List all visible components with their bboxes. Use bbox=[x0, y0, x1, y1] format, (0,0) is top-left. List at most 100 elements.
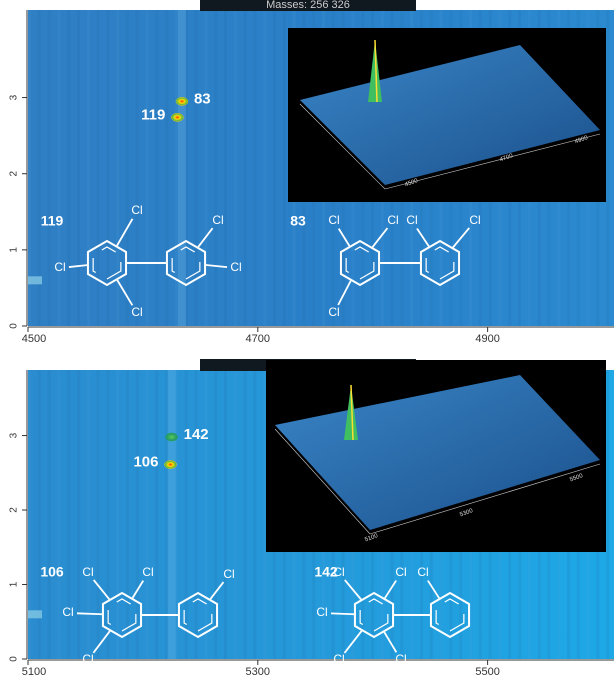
noise-stripe bbox=[47, 370, 51, 659]
noise-stripe bbox=[214, 10, 218, 326]
noise-stripe bbox=[263, 370, 267, 659]
inset-tick-label: 5100 bbox=[364, 533, 379, 543]
title-bar bbox=[200, 0, 416, 11]
ring-inner bbox=[171, 246, 201, 280]
noise-stripe bbox=[145, 10, 149, 326]
substituent-label: Cl bbox=[406, 213, 417, 227]
noise-stripe bbox=[37, 10, 41, 326]
y-tick-label: 1 bbox=[9, 581, 20, 587]
congener-label: 119 bbox=[41, 213, 64, 229]
substituent-bond bbox=[384, 580, 397, 599]
noise-stripe bbox=[155, 370, 159, 659]
substituent-bond bbox=[197, 227, 214, 248]
inset-tick-label: 5500 bbox=[569, 473, 584, 483]
inset-surface bbox=[300, 45, 600, 185]
substituent-bond bbox=[371, 227, 389, 248]
noise-stripe bbox=[106, 370, 110, 659]
noise-stripe bbox=[233, 370, 237, 659]
substituent-label: Cl bbox=[387, 213, 398, 227]
substituent-bond bbox=[337, 280, 352, 306]
noise-stripe bbox=[184, 10, 188, 326]
substituent-label: Cl bbox=[328, 305, 339, 319]
x-tick-label: 5500 bbox=[475, 666, 499, 678]
noise-stripe bbox=[77, 10, 80, 326]
noise-stripe bbox=[606, 370, 610, 659]
noise-stripe bbox=[86, 370, 90, 659]
noise-stripe bbox=[116, 10, 120, 326]
y-tick-label: 2 bbox=[9, 507, 20, 513]
y-tick-label: 3 bbox=[9, 94, 20, 100]
substituent-bond bbox=[68, 264, 88, 268]
ring-inner bbox=[107, 598, 137, 632]
peak-label: 119 bbox=[141, 106, 165, 123]
benzene-ring bbox=[165, 239, 207, 287]
substituent-bond bbox=[427, 580, 440, 599]
inset-axis bbox=[369, 463, 601, 535]
noise-stripe bbox=[263, 10, 267, 326]
congener-label: 106 bbox=[40, 564, 64, 580]
substituent-label: Cl bbox=[328, 213, 339, 227]
inset-surface bbox=[275, 375, 600, 530]
noise-stripe bbox=[106, 10, 110, 326]
substituent-bond bbox=[383, 631, 398, 653]
noise-stripe bbox=[126, 370, 129, 659]
ring-inner bbox=[92, 246, 122, 280]
noise-stripe bbox=[243, 10, 247, 326]
substituent-label: Cl bbox=[62, 605, 73, 619]
noise-stripe bbox=[175, 10, 178, 326]
substituent-label: Cl bbox=[333, 565, 344, 579]
inset-tick-label: 4900 bbox=[574, 135, 589, 145]
noise-stripe bbox=[165, 370, 169, 659]
ring-inner bbox=[425, 246, 455, 280]
noise-stripe bbox=[606, 10, 610, 326]
substituent-label: Cl bbox=[131, 203, 142, 217]
noise-stripe bbox=[28, 370, 31, 659]
congener-label: 83 bbox=[290, 213, 306, 229]
substituent-label: Cl bbox=[142, 565, 153, 579]
substituent-label: Cl bbox=[395, 652, 406, 666]
substituent-bond bbox=[76, 612, 103, 616]
y-tick-label: 3 bbox=[9, 432, 20, 438]
noise-stripe bbox=[204, 370, 208, 659]
benzene-ring bbox=[101, 591, 143, 639]
benzene-ring bbox=[86, 239, 128, 287]
noise-stripe bbox=[28, 10, 31, 326]
benzene-ring bbox=[353, 591, 395, 639]
noise-stripe bbox=[96, 10, 100, 326]
substituent-label: Cl bbox=[395, 565, 406, 579]
noise-stripe bbox=[282, 10, 286, 326]
y-tick-label: 2 bbox=[9, 170, 20, 176]
y-tick-label: 1 bbox=[9, 247, 20, 253]
y-tick-label: 0 bbox=[9, 323, 20, 329]
noise-stripe bbox=[214, 370, 218, 659]
inset-tick-label: 4700 bbox=[499, 153, 514, 163]
x-tick-label: 4900 bbox=[475, 333, 499, 345]
noise-stripe bbox=[184, 370, 188, 659]
edge-artifact bbox=[28, 610, 42, 619]
substituent-label: Cl bbox=[417, 565, 428, 579]
ring-inner bbox=[183, 598, 213, 632]
substituent-bond bbox=[116, 218, 134, 247]
noise-stripe bbox=[135, 370, 139, 659]
peak-spot bbox=[165, 432, 178, 442]
inset-peak-core bbox=[374, 39, 378, 103]
inset-peak-core bbox=[350, 384, 354, 441]
noise-stripe bbox=[224, 370, 227, 659]
substituent-label: Cl bbox=[333, 652, 344, 666]
benzene-ring bbox=[429, 591, 471, 639]
x-tick-label: 5100 bbox=[22, 666, 46, 678]
x-tick-label: 4700 bbox=[246, 333, 270, 345]
x-tick-label: 4500 bbox=[22, 333, 46, 345]
edge-artifact bbox=[28, 276, 42, 285]
substituent-label: Cl bbox=[82, 565, 93, 579]
x-tick-label: 5300 bbox=[246, 666, 270, 678]
noise-stripe bbox=[37, 370, 41, 659]
substituent-bond bbox=[209, 581, 225, 600]
peak-spot bbox=[171, 113, 184, 122]
substituent-label: Cl bbox=[54, 260, 65, 274]
substituent-bond bbox=[92, 630, 111, 654]
noise-stripe bbox=[116, 370, 120, 659]
substituent-bond bbox=[344, 579, 362, 601]
benzene-ring bbox=[339, 239, 381, 287]
